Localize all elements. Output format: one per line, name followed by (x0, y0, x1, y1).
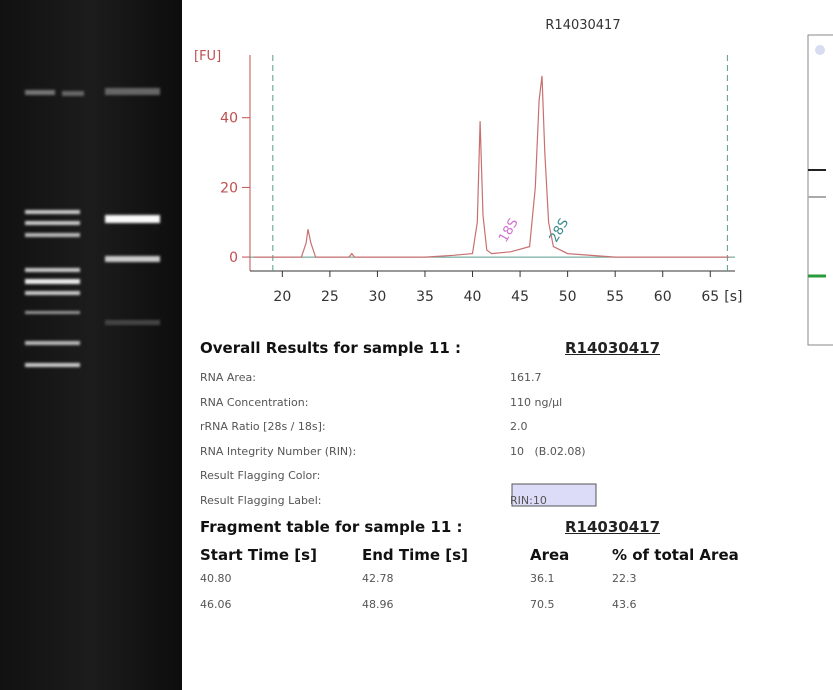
x-tick-label: 30 (369, 289, 387, 305)
result-label: rRNA Ratio [28s / 18s]: (200, 420, 326, 433)
x-tick-label: 25 (321, 289, 339, 305)
y-tick-label: 0 (229, 250, 238, 266)
result-label: RNA Area: (200, 371, 256, 384)
x-tick-label: 55 (606, 289, 624, 305)
column-header: End Time [s] (362, 546, 468, 564)
results-sample: R14030417 (565, 339, 660, 357)
x-tick-label: 45 (511, 289, 529, 305)
result-label: RNA Concentration: (200, 396, 308, 409)
chart-title: R14030417 (545, 18, 620, 33)
x-tick-label: 35 (416, 289, 434, 305)
results-heading: Overall Results for sample 11 : (200, 339, 461, 357)
column-header: Start Time [s] (200, 546, 317, 564)
page: R14030417 [FU] 0 20 40 20 25 30 35 40 45 50 55 60 65 [s… (0, 0, 833, 690)
result-value: 110 ng/µl (510, 396, 562, 409)
fragment-cell: 70.5 (530, 598, 555, 611)
trace (254, 76, 730, 257)
result-value: 2.0 (510, 420, 528, 433)
result-value: 161.7 (510, 371, 542, 384)
side-panel (808, 35, 833, 345)
peak-annotation: 28S (547, 216, 572, 245)
result-value: RIN:10 (510, 494, 547, 507)
fragment-cell: 22.3 (612, 572, 637, 585)
column-header: % of total Area (612, 546, 739, 564)
result-value: 10 (B.02.08) (510, 445, 586, 458)
y-tick-label: 20 (220, 180, 238, 196)
y-axis-label: [FU] (194, 49, 221, 64)
chart: R14030417 [FU] 0 20 40 20 25 30 35 40 45 50 55 60 65 [s… (194, 18, 742, 305)
x-tick-label: 60 (654, 289, 672, 305)
fragment-cell: 36.1 (530, 572, 555, 585)
x-axis-label: [s] (724, 289, 742, 305)
gel-image (0, 0, 182, 690)
x-tick-label: 40 (464, 289, 482, 305)
fragment-heading: Fragment table for sample 11 : (200, 518, 463, 536)
y-tick-label: 40 (220, 111, 238, 127)
fragment-cell: 42.78 (362, 572, 394, 585)
x-tick-label: 20 (273, 289, 291, 305)
peak-annotation: 18S (496, 216, 521, 245)
result-label: RNA Integrity Number (RIN): (200, 445, 356, 458)
x-tick-label: 50 (559, 289, 577, 305)
column-header: Area (530, 546, 569, 564)
fragment-cell: 46.06 (200, 598, 232, 611)
fragment-cell: 48.96 (362, 598, 394, 611)
result-label: Result Flagging Color: (200, 469, 320, 482)
result-label: Result Flagging Label: (200, 494, 321, 507)
fragment-cell: 40.80 (200, 572, 232, 585)
fragment-sample: R14030417 (565, 518, 660, 536)
x-tick-label: 65 (701, 289, 719, 305)
fragment-cell: 43.6 (612, 598, 637, 611)
